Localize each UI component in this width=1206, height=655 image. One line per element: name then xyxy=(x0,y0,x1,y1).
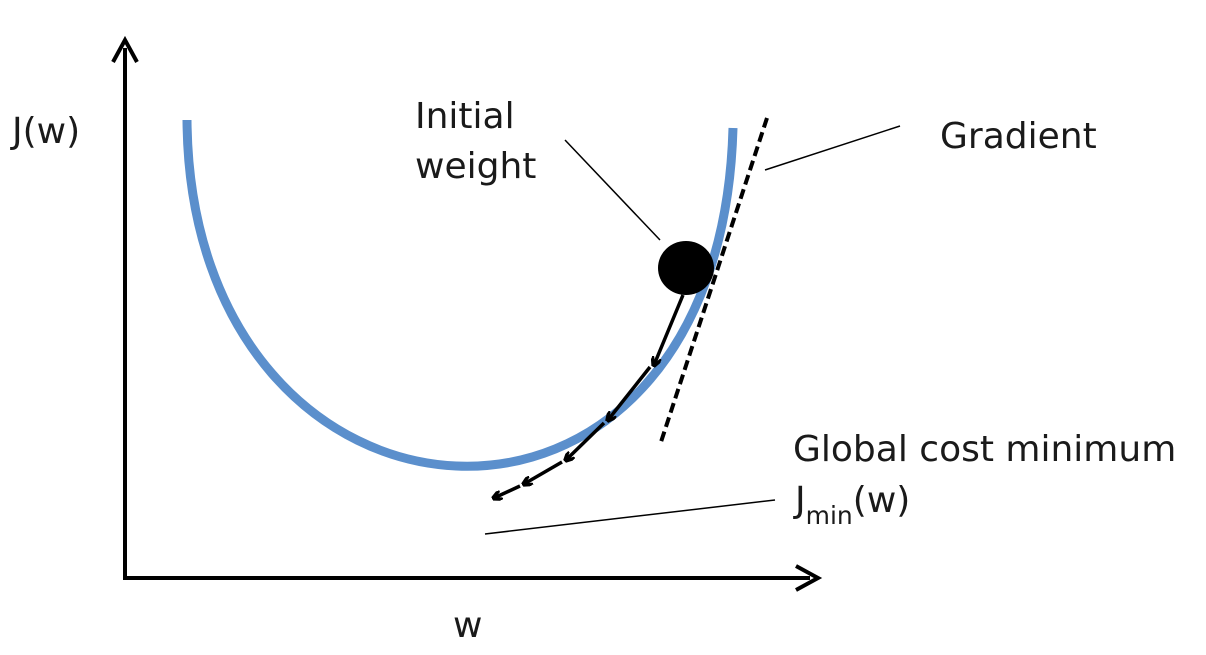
descent-step-arrow xyxy=(524,460,563,484)
x-axis-label: w xyxy=(453,605,482,646)
gradient-leader-line xyxy=(764,125,901,171)
initial-weight-leader-line xyxy=(564,139,661,241)
descent-step-arrow xyxy=(494,484,521,498)
global-min-leader-line xyxy=(484,499,776,535)
cost-curve xyxy=(182,119,738,471)
y-axis-label: J(w) xyxy=(10,111,80,152)
y-axis-arrowhead xyxy=(111,35,139,63)
jmin-prefix: J xyxy=(793,480,806,521)
initial-weight-label-line1: Initial xyxy=(415,96,515,137)
descent-step-arrow xyxy=(566,421,606,460)
descent-steps xyxy=(494,294,685,498)
global-cost-minimum-label: Global cost minimum xyxy=(793,429,1176,470)
descent-step-arrow xyxy=(608,365,652,420)
jmin-suffix: (w) xyxy=(853,480,911,521)
jmin-subscript: min xyxy=(806,501,853,530)
initial-weight-label-line2: weight xyxy=(415,146,536,187)
jmin-label: Jmin(w) xyxy=(793,480,910,530)
x-axis-arrowhead xyxy=(795,564,823,592)
initial-weight-ball xyxy=(658,241,714,295)
gradient-tangent-line xyxy=(658,117,769,446)
gradient-label: Gradient xyxy=(940,116,1097,157)
descent-step-arrow xyxy=(654,294,685,365)
